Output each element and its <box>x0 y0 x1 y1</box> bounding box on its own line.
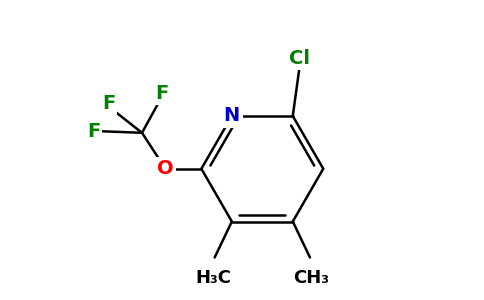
Text: F: F <box>103 94 116 112</box>
Text: Cl: Cl <box>288 49 310 68</box>
Text: F: F <box>87 122 100 141</box>
Text: N: N <box>224 106 240 125</box>
Text: O: O <box>157 159 174 178</box>
Text: CH₃: CH₃ <box>293 269 330 287</box>
Text: F: F <box>156 84 169 103</box>
Text: H₃C: H₃C <box>195 269 231 287</box>
